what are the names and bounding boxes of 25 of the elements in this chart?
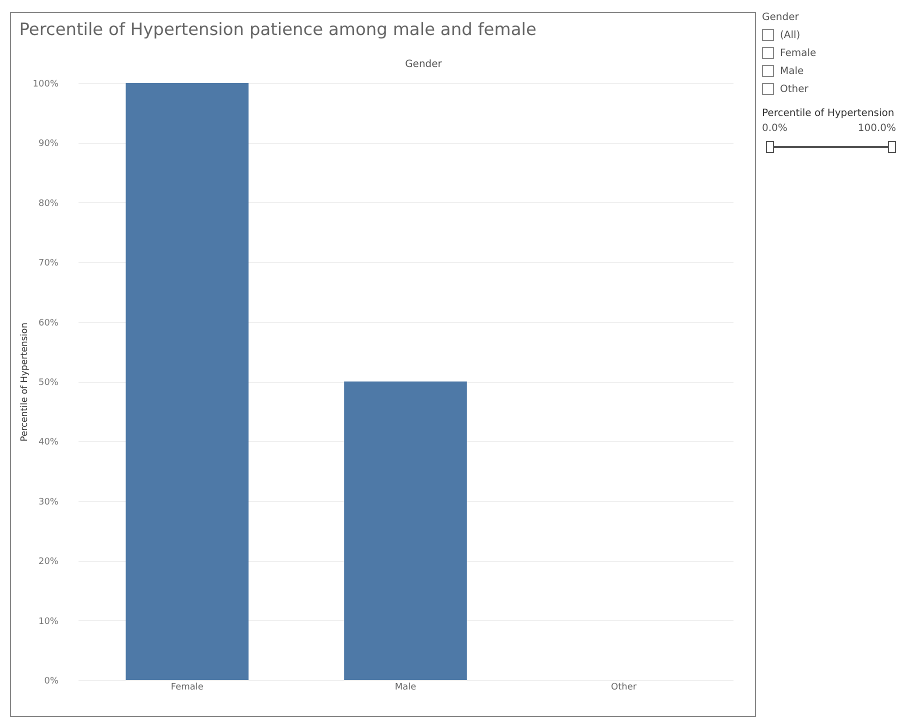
text: (All) (780, 30, 800, 40)
y-axis-title: Percentile of Hypertension (20, 322, 30, 442)
text: Male (780, 66, 804, 76)
text: Percentile of Hypertension (762, 108, 896, 119)
y-tick-label: 60% (38, 318, 59, 328)
y-tick-label: 30% (38, 497, 59, 508)
text: Gender (762, 12, 799, 22)
x-axis-title: Gender (404, 59, 443, 70)
y-tick-label: 80% (38, 198, 59, 209)
text: Other (780, 84, 808, 94)
y-tick-label: 40% (38, 438, 59, 448)
y-tick-label: 70% (38, 258, 59, 269)
y-tick-label: 100% (32, 80, 59, 90)
text: 0.0% (762, 122, 788, 134)
x-tick-label: Female (170, 682, 204, 692)
y-tick-label: 90% (38, 139, 59, 150)
text: 100.0% (858, 122, 896, 134)
chart-title: Percentile of Hypertension patience among male and female (19, 20, 536, 40)
y-tick-label: 0% (44, 676, 59, 686)
y-tick-label: 50% (38, 378, 59, 388)
x-tick-label: Male (394, 682, 417, 692)
y-tick-label: 20% (38, 557, 59, 568)
y-tick-label: 10% (38, 616, 59, 627)
x-tick-label: Other (611, 682, 637, 692)
text: Female (780, 48, 816, 58)
